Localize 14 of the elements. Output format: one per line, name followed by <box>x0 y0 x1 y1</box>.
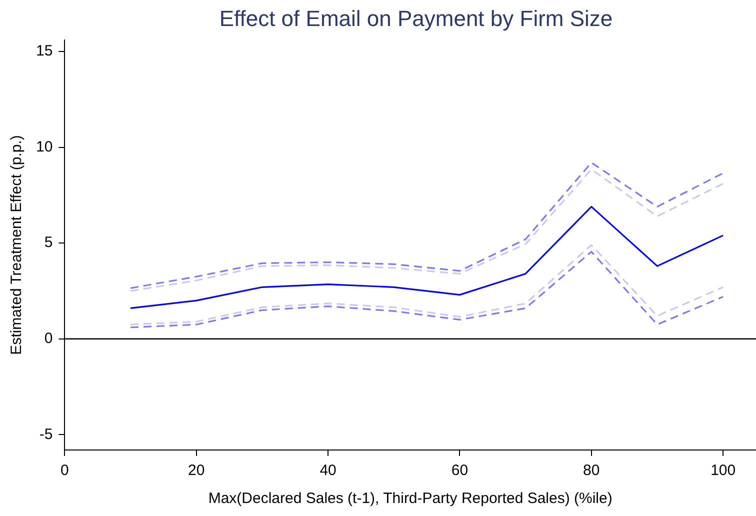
y-tick-label: -5 <box>39 426 53 443</box>
x-tick-label: 0 <box>60 462 69 480</box>
y-tick-label: 5 <box>44 234 53 252</box>
x-axis-title: Max(Declared Sales (t-1), Third-Party Reported Sales) (%ile) <box>208 490 612 508</box>
y-tick-label: 0 <box>44 330 53 348</box>
x-tick-label: 40 <box>320 462 336 480</box>
x-tick-label: 20 <box>188 462 205 480</box>
x-tick-label: 80 <box>583 462 600 480</box>
y-axis-title: Estimated Treatment Effect (p.p.) <box>8 135 26 355</box>
y-tick-label: 15 <box>36 42 53 60</box>
y-tick-label: 10 <box>36 138 53 156</box>
chart-title: Effect of Email on Payment by Firm Size <box>218 6 614 32</box>
x-tick-label: 100 <box>710 462 736 480</box>
x-tick-label: 60 <box>451 462 468 480</box>
